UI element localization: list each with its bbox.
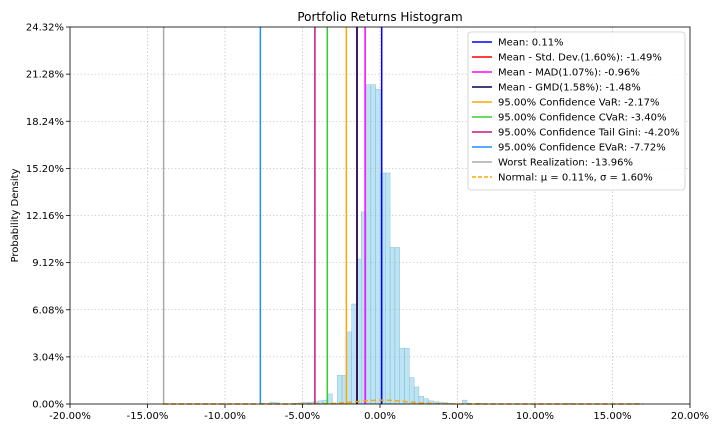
legend-label: 95.00% Confidence VaR: -2.17% bbox=[498, 98, 659, 109]
y-tick-label: 24.32% bbox=[26, 23, 64, 34]
x-tick-label: 10.00% bbox=[516, 411, 554, 422]
legend-label: 95.00% Confidence EVaR: -7.72% bbox=[498, 143, 666, 154]
histogram-bar bbox=[399, 347, 405, 405]
histogram-bar bbox=[346, 331, 352, 405]
axis-ticks: -20.00% -15.00% -10.00% -5.00% 0.00% 5.00% 10.… bbox=[26, 23, 709, 423]
histogram-bar bbox=[385, 172, 391, 405]
x-tick-label: -10.00% bbox=[204, 411, 246, 422]
histogram-bar bbox=[404, 347, 410, 405]
y-axis-label: Probability Density bbox=[10, 168, 21, 262]
histogram-bar bbox=[394, 247, 400, 405]
legend-label: Normal: μ = 0.11%, σ = 1.60% bbox=[498, 173, 653, 184]
y-tick-label: 15.20% bbox=[26, 164, 64, 175]
histogram-bars bbox=[163, 84, 638, 405]
histogram-bar bbox=[365, 84, 372, 405]
legend-label: Mean - Std. Dev.(1.60%): -1.49% bbox=[498, 53, 662, 64]
chart-title: Portfolio Returns Histogram bbox=[297, 10, 462, 24]
legend: Mean: 0.11% Mean - Std. Dev.(1.60%): -1.4… bbox=[467, 31, 686, 191]
legend-label: 95.00% Confidence Tail Gini: -4.20% bbox=[498, 128, 680, 139]
legend-label: 95.00% Confidence CVaR: -3.40% bbox=[498, 113, 666, 124]
y-tick-label: 18.24% bbox=[26, 117, 64, 128]
legend-box bbox=[467, 31, 686, 191]
x-tick-label: 20.00% bbox=[671, 411, 709, 422]
y-tick-label: 0.00% bbox=[32, 400, 64, 411]
histogram-bar bbox=[370, 84, 376, 405]
y-tick-label: 21.28% bbox=[26, 70, 64, 81]
y-tick-label: 9.12% bbox=[32, 258, 64, 269]
histogram-bar bbox=[375, 89, 381, 405]
y-tick-label: 3.04% bbox=[32, 352, 64, 363]
legend-label: Mean - GMD(1.58%): -1.48% bbox=[498, 83, 641, 94]
x-tick-label: -15.00% bbox=[127, 411, 169, 422]
x-tick-label: 15.00% bbox=[593, 411, 631, 422]
y-tick-label: 6.08% bbox=[32, 305, 64, 316]
risk-measure-lines bbox=[162, 27, 383, 404]
y-tick-label: 12.16% bbox=[26, 211, 64, 222]
x-tick-label: -5.00% bbox=[285, 411, 320, 422]
x-tick-label: 5.00% bbox=[442, 411, 474, 422]
legend-label: Mean: 0.11% bbox=[498, 38, 564, 49]
histogram-bar bbox=[351, 303, 357, 405]
legend-label: Worst Realization: -13.96% bbox=[498, 158, 633, 169]
histogram-bar bbox=[327, 393, 333, 405]
histogram-bar bbox=[413, 386, 420, 405]
x-tick-label: -20.00% bbox=[49, 411, 91, 422]
legend-label: Mean - MAD(1.07%): -0.96% bbox=[498, 68, 640, 79]
histogram-bar bbox=[337, 375, 343, 405]
x-tick-label: 0.00% bbox=[364, 411, 396, 422]
histogram-bar bbox=[409, 377, 415, 405]
histogram-bar bbox=[389, 247, 396, 405]
